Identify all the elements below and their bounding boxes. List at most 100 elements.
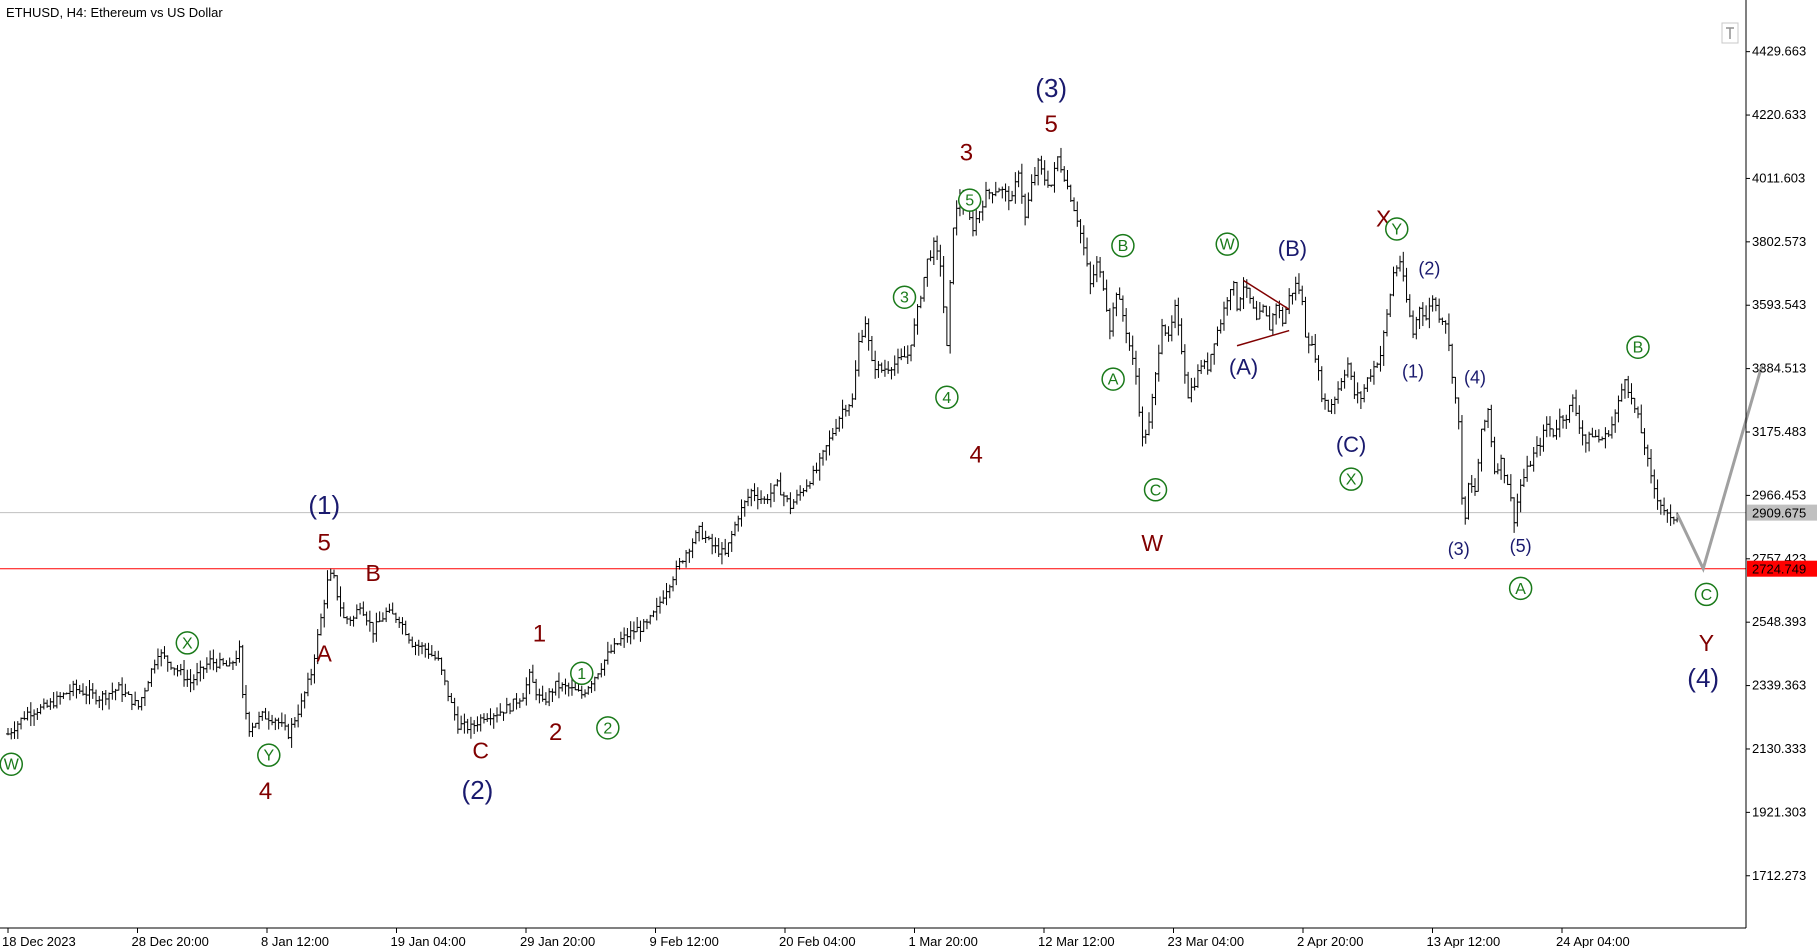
circled-wave-label: 1 — [570, 661, 594, 686]
wave-label: (3) — [1035, 73, 1067, 103]
circled-wave-label: C — [1143, 478, 1168, 502]
circled-wave-label: 4 — [935, 385, 959, 410]
wave-label: A — [317, 641, 333, 667]
circled-wave-text: X — [182, 635, 193, 652]
circled-wave-text: 3 — [900, 290, 909, 307]
circled-wave-text: W — [1220, 237, 1236, 254]
x-tick-label: 28 Dec 20:00 — [132, 934, 209, 948]
circled-wave-text: A — [1515, 581, 1526, 598]
wave-label: Y — [1699, 630, 1714, 656]
triangle-boundary-line — [1243, 279, 1290, 310]
x-tick-label: 19 Jan 04:00 — [391, 934, 466, 948]
circled-wave-text: Y — [1391, 221, 1402, 238]
wave-label: 3 — [960, 140, 973, 167]
circled-wave-label: C — [1694, 582, 1719, 607]
y-tick-label: 4429.663 — [1752, 44, 1806, 59]
x-tick-label: 20 Feb 04:00 — [779, 934, 856, 948]
circled-wave-text: C — [1150, 482, 1162, 499]
y-tick-label: 1712.273 — [1752, 868, 1806, 883]
wave-label: (B) — [1278, 236, 1307, 261]
x-tick-label: 29 Jan 20:00 — [520, 934, 595, 948]
x-tick-label: 9 Feb 12:00 — [650, 934, 719, 948]
price-scale: 4429.663 4220.633 4011.603 3802.573 3593.543… — [1746, 44, 1817, 883]
wave-label: (1) — [308, 490, 340, 520]
wave-circle — [935, 385, 959, 410]
circled-wave-label: A — [1101, 367, 1125, 391]
circled-wave-label: B — [1626, 335, 1650, 359]
wave-circle — [1339, 467, 1363, 491]
y-tick-label: 2130.333 — [1752, 741, 1806, 756]
wave-circle — [257, 743, 281, 767]
wave-circle — [1101, 367, 1125, 391]
wave-circle — [175, 631, 200, 655]
y-tick-label: 3384.513 — [1752, 361, 1806, 376]
wave-label: (2) — [462, 775, 494, 805]
support-level-badge: 2724.749 — [1747, 560, 1817, 577]
support-level-badge-text: 2724.749 — [1752, 562, 1806, 577]
circled-wave-text: 4 — [942, 390, 951, 407]
wave-label: (1) — [1402, 362, 1424, 382]
text-tool-icon — [1726, 27, 1734, 39]
x-tick-label: 1 Mar 20:00 — [909, 934, 978, 948]
y-tick-label: 1921.303 — [1752, 804, 1806, 819]
ohlc-bars — [6, 147, 1680, 748]
wave-circle — [596, 716, 620, 740]
x-tick-label: 2 Apr 20:00 — [1297, 934, 1364, 948]
circled-wave-label: B — [1111, 233, 1135, 258]
x-tick-label: 23 Mar 04:00 — [1168, 934, 1245, 948]
y-tick-label: 2966.453 — [1752, 487, 1806, 502]
wave-label: (C) — [1336, 432, 1367, 457]
wave-label: (A) — [1229, 354, 1258, 379]
x-tick-label: 8 Jan 12:00 — [261, 934, 329, 948]
circled-wave-label: Y — [1385, 217, 1409, 241]
x-tick-label: 24 Apr 04:00 — [1556, 934, 1630, 948]
wave-label: (5) — [1510, 536, 1532, 556]
circled-wave-label: W — [1215, 232, 1239, 256]
circled-wave-text: W — [4, 757, 20, 774]
wave-label: 4 — [970, 441, 983, 468]
wave-label: W — [1141, 530, 1163, 556]
wave-label: 5 — [318, 529, 331, 556]
wave-circle — [1694, 582, 1719, 607]
circled-wave-text: B — [1633, 340, 1644, 357]
y-tick-label: 3593.543 — [1752, 297, 1806, 312]
circled-wave-label: X — [1339, 467, 1363, 491]
x-tick-label: 13 Apr 12:00 — [1427, 934, 1501, 948]
circled-wave-text: 5 — [965, 193, 974, 210]
y-tick-label: 2548.393 — [1752, 614, 1806, 629]
wave-label: (4) — [1464, 368, 1486, 388]
y-tick-label: 4011.603 — [1752, 170, 1805, 185]
circled-wave-label: Y — [257, 743, 281, 767]
wave-label: 5 — [1045, 111, 1058, 138]
circled-wave-text: X — [1346, 472, 1357, 489]
y-tick-label: 3802.573 — [1752, 234, 1806, 249]
current-price-badge-text: 2909.675 — [1752, 506, 1806, 521]
wave-label: (4) — [1687, 663, 1719, 693]
current-price-badge: 2909.675 — [1747, 504, 1817, 521]
circled-wave-text: Y — [263, 748, 274, 765]
circled-wave-text: C — [1701, 587, 1713, 604]
wave-circle — [957, 188, 982, 212]
circled-wave-label: 2 — [596, 716, 620, 740]
y-tick-label: 3175.483 — [1752, 424, 1806, 439]
circled-wave-label: X — [175, 631, 200, 655]
y-tick-label: 2339.363 — [1752, 678, 1806, 693]
wave-circle — [1626, 335, 1650, 359]
circled-wave-label: 3 — [892, 285, 917, 309]
wave-circle — [1111, 233, 1135, 258]
wave-circle — [1385, 217, 1409, 241]
y-tick-label: 4220.633 — [1752, 107, 1806, 122]
plot-area: (1) 5 B A 4 (2) C 1 2 (3) 5 3 4 W X Y (4) (A) (B) (C) (1) (2)… — [0, 73, 1764, 805]
wave-label: 1 — [533, 620, 546, 647]
time-scale: 18 Dec 2023 28 Dec 20:00 8 Jan 12:00 19 Jan… — [2, 928, 1630, 948]
wave-projection-line — [1675, 365, 1764, 573]
x-tick-label: 12 Mar 12:00 — [1038, 934, 1115, 948]
x-tick-label: 18 Dec 2023 — [2, 934, 76, 948]
wave-circle — [570, 661, 594, 686]
wave-label: 2 — [549, 719, 562, 746]
wave-circle — [0, 752, 24, 776]
scroll-toggle-button[interactable] — [1721, 22, 1739, 44]
wave-circle — [1215, 232, 1239, 256]
wave-label: C — [472, 738, 489, 764]
